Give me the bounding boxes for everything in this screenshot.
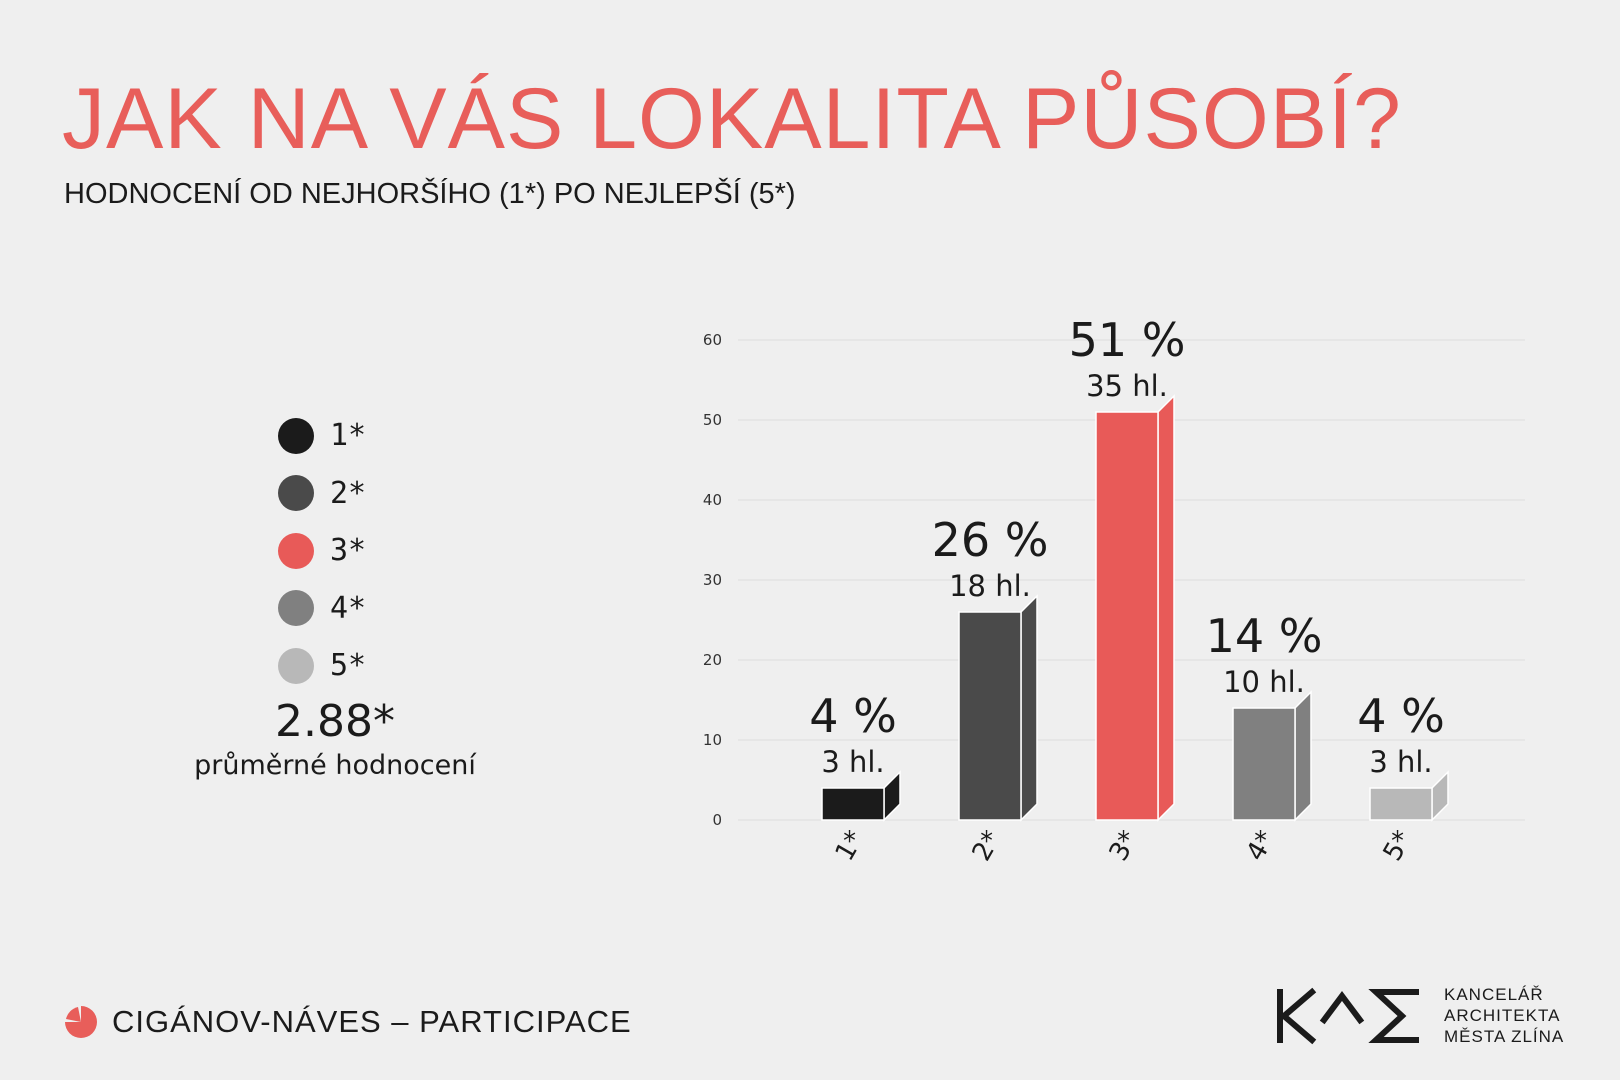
percent-label: 51 % — [1069, 313, 1186, 367]
vote-label: 3 hl. — [821, 745, 884, 779]
percent-label: 26 % — [932, 513, 1049, 567]
x-tick-label: 1* — [830, 826, 871, 867]
legend-label-5: 5* — [330, 648, 367, 684]
vote-label: 35 hl. — [1086, 369, 1168, 403]
project-name: CIGÁNOV-NÁVES – PARTICIPACE — [112, 1004, 632, 1039]
percent-label: 4 % — [1357, 689, 1445, 743]
legend-label-2: 2* — [330, 475, 367, 511]
vote-label: 10 hl. — [1223, 665, 1305, 699]
x-tick-label: 4* — [1241, 826, 1282, 867]
legend-item-4: 4* — [278, 580, 366, 638]
legend-item-5: 5* — [278, 637, 366, 695]
y-tick-label: 10 — [703, 731, 722, 749]
legend: 1* 2* 3* 4* 5* — [278, 407, 366, 695]
legend-swatch-1 — [278, 417, 314, 454]
average-value: 2.88* — [275, 696, 395, 747]
legend-label-4: 4* — [330, 590, 367, 626]
y-tick-label: 20 — [703, 651, 722, 669]
percent-label: 4 % — [809, 689, 897, 743]
legend-item-3: 3* — [278, 522, 366, 580]
logo-line-3: MĚSTA ZLÍNA — [1444, 1027, 1565, 1046]
legend-swatch-4 — [278, 590, 314, 627]
vote-label: 3 hl. — [1369, 745, 1432, 779]
y-tick-label: 50 — [703, 411, 722, 429]
kam-logo: KANCELÁŘ ARCHITEKTA MĚSTA ZLÍNA — [1274, 984, 1564, 1047]
footer: CIGÁNOV-NÁVES – PARTICIPACE — [64, 1004, 632, 1040]
bar-side-5* — [1431, 770, 1449, 822]
bar-side-1* — [883, 770, 901, 822]
average-label: průměrné hodnocení — [194, 750, 476, 781]
pie-icon — [65, 1006, 97, 1038]
y-tick-label: 40 — [703, 491, 722, 509]
bar-side-2* — [1020, 594, 1038, 822]
y-tick-label: 30 — [703, 571, 722, 589]
bar-5* — [1369, 787, 1433, 821]
legend-item-1: 1* — [278, 407, 366, 465]
legend-swatch-5 — [278, 647, 314, 684]
legend-swatch-3 — [278, 532, 314, 569]
kam-logo-mark — [1277, 987, 1419, 1044]
legend-item-2: 2* — [278, 465, 366, 523]
y-tick-label: 60 — [703, 331, 722, 349]
bar-1* — [821, 787, 885, 821]
x-tick-label: 3* — [1104, 826, 1145, 867]
x-tick-label: 5* — [1378, 826, 1419, 867]
page-subtitle: HODNOCENÍ OD NEJHORŠÍHO (1*) PO NEJLEPŠÍ… — [64, 178, 796, 210]
legend-label-3: 3* — [330, 533, 367, 569]
bar-2* — [958, 611, 1022, 821]
y-tick-label: 0 — [712, 811, 722, 829]
logo-line-1: KANCELÁŘ — [1444, 985, 1544, 1004]
x-tick-label: 2* — [967, 826, 1008, 867]
bar-side-4* — [1294, 690, 1312, 822]
average-rating: 2.88* průměrné hodnocení — [150, 696, 520, 782]
bar-side-3* — [1157, 394, 1175, 822]
legend-label-1: 1* — [330, 418, 367, 454]
bar-4* — [1232, 707, 1296, 821]
vote-label: 18 hl. — [949, 569, 1031, 603]
page-title: JAK NA VÁS LOKALITA PŮSOBÍ? — [62, 71, 1402, 167]
logo-text: KANCELÁŘ ARCHITEKTA MĚSTA ZLÍNA — [1444, 984, 1564, 1047]
legend-swatch-2 — [278, 475, 314, 512]
percent-label: 14 % — [1206, 609, 1323, 663]
bar-3* — [1095, 411, 1159, 821]
logo-line-2: ARCHITEKTA — [1444, 1006, 1561, 1025]
